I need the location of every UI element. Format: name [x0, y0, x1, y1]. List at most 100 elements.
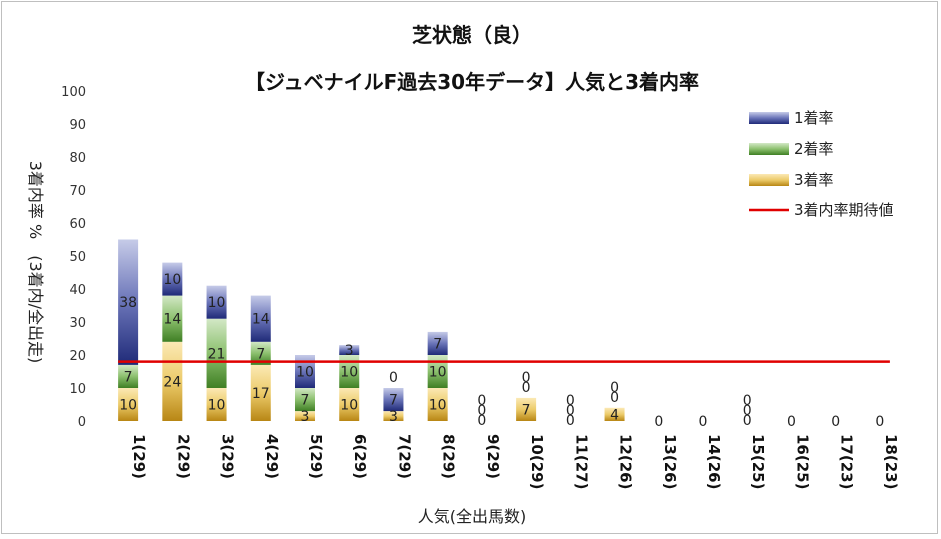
x-tick-label-3: 4(29) — [263, 434, 281, 479]
x-axis-ticks: 1(29) 2(29) 3(29) 4(29) 5(29) 6(29) 7(29) 8(29)… — [130, 434, 900, 489]
data-label-1st-11: 0 — [610, 380, 619, 396]
data-label-3rd-11: 4 — [610, 407, 619, 423]
x-tick-label-7: 8(29) — [440, 434, 458, 479]
bar-segment-3rd-5 — [339, 388, 360, 421]
data-label-2nd-5: 10 — [340, 365, 358, 381]
bar-segment-2nd-5 — [339, 355, 360, 388]
bar-segment-1st-2 — [206, 285, 227, 319]
bar-segment-3rd-2 — [206, 388, 227, 421]
data-label-3rd-10: 0 — [566, 413, 575, 429]
data-label-2nd-1: 14 — [163, 312, 181, 328]
data-label-3rd-0: 10 — [119, 398, 137, 414]
data-label-3rd-2: 10 — [208, 398, 226, 414]
x-tick-label-6: 7(29) — [395, 434, 413, 479]
data-label-2nd-7: 10 — [429, 365, 447, 381]
data-label-2nd-9: 0 — [522, 380, 531, 396]
bar-segment-2nd-4 — [295, 388, 315, 412]
y-axis-label: 3着内率 % (3着内/全出走) — [26, 161, 45, 364]
x-tick-label-1: 2(29) — [174, 434, 192, 479]
bar-segment-3rd-7 — [427, 388, 448, 421]
x-tick-label-15: 16(25) — [793, 434, 811, 489]
bar-segment-2nd-1 — [162, 295, 183, 342]
y-tick-label-70: 70 — [69, 184, 86, 199]
legend-swatch-3rd — [749, 174, 789, 186]
data-label-3rd-13: 0 — [699, 414, 708, 430]
data-label-1st-1: 10 — [163, 272, 181, 288]
bar-segment-3rd-3 — [250, 364, 271, 421]
x-tick-label-16: 17(23) — [838, 434, 856, 489]
x-tick-label-5: 6(29) — [351, 434, 369, 479]
y-tick-label-50: 50 — [69, 250, 86, 265]
data-label-1st-3: 14 — [252, 312, 270, 328]
legend-label-3rd: 3着率 — [794, 171, 834, 189]
bar-segment-3rd-4 — [295, 411, 315, 421]
y-tick-label-100: 100 — [61, 85, 86, 100]
x-tick-label-11: 12(26) — [617, 434, 635, 489]
x-tick-label-14: 15(25) — [749, 434, 767, 489]
x-tick-label-13: 14(26) — [705, 434, 723, 489]
y-tick-label-20: 20 — [69, 349, 86, 364]
chart-subtitle: 【ジュベナイルF過去30年データ】人気と3着内率 — [245, 70, 699, 94]
bar-segment-3rd-6 — [383, 411, 404, 421]
x-tick-label-2: 3(29) — [219, 434, 237, 479]
data-label-2nd-0: 7 — [124, 369, 133, 385]
x-tick-label-0: 1(29) — [130, 434, 148, 479]
data-label-3rd-6: 3 — [389, 409, 398, 425]
data-label-3rd-4: 3 — [301, 409, 310, 425]
bar-segment-2nd-7 — [427, 355, 448, 388]
y-tick-label-10: 10 — [69, 382, 86, 397]
bar-segment-2nd-0 — [118, 364, 139, 388]
data-label-1st-0: 38 — [119, 295, 137, 311]
legend: 1着率 2着率 3着率 3着内率期待値 — [749, 109, 894, 219]
x-tick-label-8: 9(29) — [484, 434, 502, 479]
legend-swatch-1st — [749, 112, 789, 124]
y-tick-label-40: 40 — [69, 283, 86, 298]
y-tick-label-30: 30 — [69, 316, 86, 331]
bars-group — [118, 239, 625, 421]
data-label-3rd-9: 7 — [522, 402, 531, 418]
data-label-3rd-1: 24 — [163, 374, 181, 390]
bar-segment-3rd-11 — [604, 407, 625, 421]
data-label-2nd-2: 21 — [208, 346, 226, 362]
legend-label-expected: 3着内率期待値 — [794, 201, 894, 219]
bar-segment-3rd-0 — [118, 388, 139, 421]
data-label-3rd-15: 0 — [787, 414, 796, 430]
data-label-1st-14: 0 — [743, 393, 752, 409]
legend-swatch-2nd — [749, 143, 789, 155]
data-label-1st-4: 10 — [296, 365, 314, 381]
data-label-1st-10: 0 — [566, 393, 575, 409]
data-label-2nd-3: 7 — [256, 346, 265, 362]
bar-segment-2nd-3 — [250, 341, 271, 365]
x-tick-label-4: 5(29) — [307, 434, 325, 479]
bar-segment-1st-5 — [339, 345, 360, 355]
bar-segment-1st-6 — [383, 388, 404, 412]
bar-segment-1st-0 — [118, 239, 139, 365]
data-label-2nd-8: 0 — [477, 403, 486, 419]
x-tick-label-17: 18(23) — [882, 434, 900, 489]
data-label-1st-8: 0 — [477, 393, 486, 409]
data-label-1st-9: 0 — [522, 370, 531, 386]
y-axis-ticks: 0 10 20 30 40 50 60 70 80 90 100 — [61, 85, 86, 430]
data-label-3rd-14: 0 — [743, 413, 752, 429]
data-label-2nd-11: 0 — [610, 390, 619, 406]
bar-segment-1st-3 — [250, 295, 271, 342]
x-axis-label: 人気(全出馬数) — [418, 507, 527, 526]
chart-title: 芝状態（良） — [412, 23, 532, 47]
legend-label-1st: 1着率 — [794, 109, 834, 127]
data-label-3rd-12: 0 — [654, 414, 663, 430]
data-label-3rd-3: 17 — [252, 386, 270, 402]
data-label-3rd-5: 10 — [340, 398, 358, 414]
y-tick-label-80: 80 — [69, 151, 86, 166]
bar-segment-1st-4 — [295, 355, 315, 388]
data-label-3rd-8: 0 — [477, 413, 486, 429]
data-label-1st-6: 7 — [389, 393, 398, 409]
y-tick-label-60: 60 — [69, 217, 86, 232]
data-label-3rd-16: 0 — [831, 414, 840, 430]
data-label-2nd-14: 0 — [743, 403, 752, 419]
data-label-2nd-10: 0 — [566, 403, 575, 419]
x-tick-label-9: 10(29) — [528, 434, 546, 489]
y-tick-label-0: 0 — [78, 415, 86, 430]
